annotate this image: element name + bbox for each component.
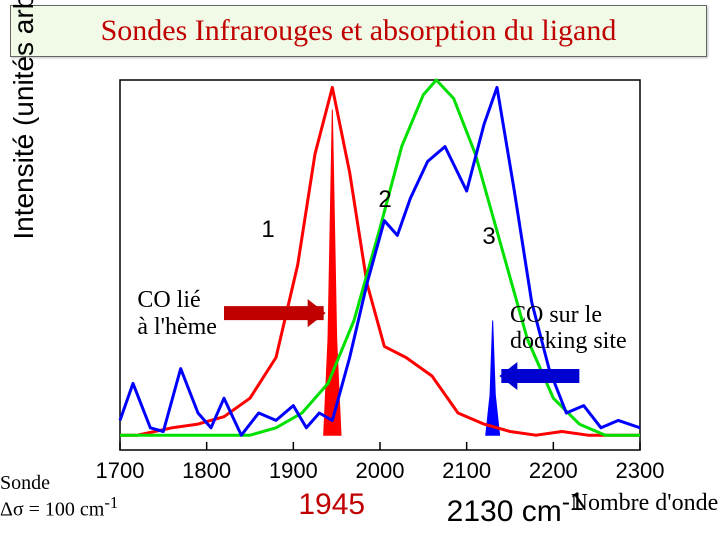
x-tick-2100: 2100 <box>442 458 491 484</box>
co-docking-peak <box>486 321 500 436</box>
x-tick-2200: 2200 <box>529 458 578 484</box>
annot-co-dock-l1: CO sur le <box>510 302 627 328</box>
series-3 <box>120 87 640 435</box>
highlight-1945: 1945 <box>298 488 365 522</box>
highlight-2130-text: 2130 cm <box>447 495 562 528</box>
chart-svg <box>90 70 650 470</box>
arrow-to-2130-head <box>499 362 517 390</box>
annot-co-lie: CO lié à l'hème <box>137 287 217 340</box>
series-1 <box>120 87 640 435</box>
annot-co-dock-l2: docking site <box>510 328 627 354</box>
x-tick-1900: 1900 <box>269 458 318 484</box>
dsigma-text: Δσ = 100 cm <box>0 499 104 521</box>
slide-title-box: Sondes Infrarouges et absorption du liga… <box>10 5 707 57</box>
series-1-label: 1 <box>261 216 274 244</box>
dsigma-label: Δσ = 100 cm-1 <box>0 494 118 521</box>
arrow-to-1945-head <box>308 299 326 327</box>
x-tick-2300: 2300 <box>616 458 665 484</box>
sonde-note: Sonde Δσ = 100 cm-1 <box>0 472 118 521</box>
annot-co-lie-l2: à l'hème <box>137 314 217 340</box>
annot-co-lie-l1: CO lié <box>137 287 217 313</box>
series-2-label: 2 <box>378 186 391 214</box>
sonde-label: Sonde <box>0 472 118 494</box>
y-axis-label: Intensité (unités arbitraires) <box>8 0 40 260</box>
dsigma-sup: -1 <box>104 493 118 512</box>
x-tick-1800: 1800 <box>182 458 231 484</box>
series-3-label: 3 <box>482 223 495 251</box>
spectrum-chart: 1 2 3 CO lié à l'hème CO sur le docking … <box>90 70 650 470</box>
x-tick-2000: 2000 <box>356 458 405 484</box>
slide-title: Sondes Infrarouges et absorption du liga… <box>101 14 617 48</box>
x-axis-label: Nombre d'onde <box>571 490 719 517</box>
highlight-2130: 2130 cm-1 <box>447 488 584 529</box>
y-axis-label-text: Intensité (unités arbitraires) <box>8 0 40 260</box>
annot-co-docking: CO sur le docking site <box>510 302 627 355</box>
